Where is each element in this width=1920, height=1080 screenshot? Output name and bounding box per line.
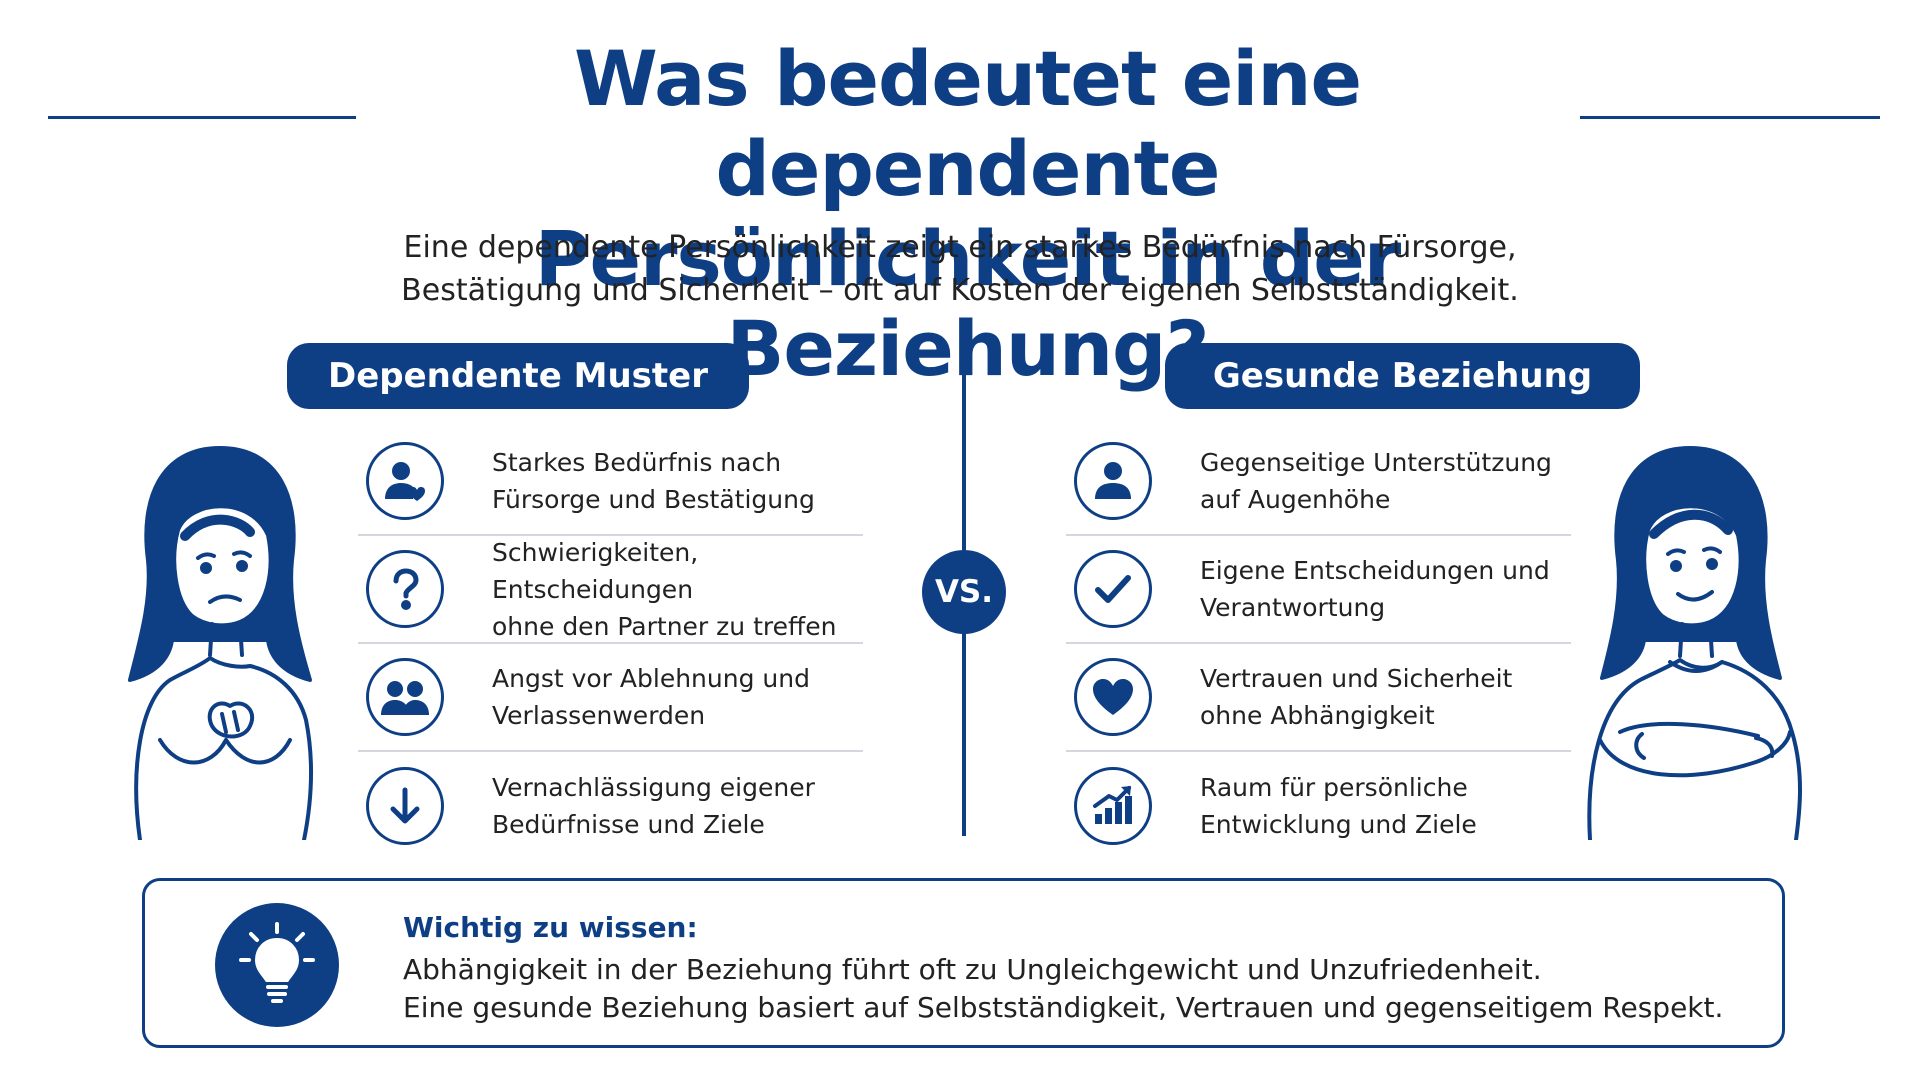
info-text-line-1: Abhängigkeit in der Beziehung führt oft … <box>403 953 1542 986</box>
list-item: Angst vor Ablehnung und Verlassenwerden <box>358 644 863 752</box>
info-heading: Wichtig zu wissen: <box>403 911 698 944</box>
list-item: Vernachlässigung eigener Bedürfnisse und… <box>358 752 863 860</box>
person-heart-icon <box>366 442 444 520</box>
info-text-line-2: Eine gesunde Beziehung basiert auf Selbs… <box>403 991 1724 1024</box>
page-title: Was bedeutet eine dependente Persönlichk… <box>360 34 1575 394</box>
list-item-text: Vertrauen und Sicherheit ohne Abhängigke… <box>1200 664 1513 730</box>
worried-woman-illustration <box>100 440 340 842</box>
healthy-relationship-heading: Gesunde Beziehung <box>1165 343 1640 409</box>
confident-woman-illustration <box>1560 440 1830 842</box>
list-item: Vertrauen und Sicherheit ohne Abhängigke… <box>1066 644 1571 752</box>
dependent-patterns-heading: Dependente Muster <box>287 343 749 409</box>
intro-text-line-2: Bestätigung und Sicherheit – oft auf Kos… <box>401 273 1519 308</box>
growth-chart-icon <box>1074 767 1152 845</box>
lightbulb-icon <box>215 903 339 1027</box>
intro-text-line-1: Eine dependente Persönlichkeit zeigt ein… <box>403 230 1517 265</box>
list-item-text: Angst vor Ablehnung und Verlassenwerden <box>492 664 810 730</box>
checkmark-icon <box>1074 550 1152 628</box>
list-item: Eigene Entscheidungen und Verantwortung <box>1066 536 1571 644</box>
healthy-relationship-list: Gegenseitige Unterstützung auf Augenhöhe… <box>1066 428 1571 860</box>
list-item: Starkes Bedürfnis nach Fürsorge und Best… <box>358 428 863 536</box>
person-icon <box>1074 442 1152 520</box>
list-item: Raum für persönliche Entwicklung und Zie… <box>1066 752 1571 860</box>
list-item-text: Gegenseitige Unterstützung auf Augenhöhe <box>1200 448 1552 514</box>
heart-icon <box>1074 658 1152 736</box>
list-item: Schwierigkeiten, Entscheidungen ohne den… <box>358 536 863 644</box>
people-icon <box>366 658 444 736</box>
title-rule-right <box>1580 116 1880 119</box>
list-item-text: Starkes Bedürfnis nach Fürsorge und Best… <box>492 448 815 514</box>
list-item-text: Eigene Entscheidungen und Verantwortung <box>1200 556 1550 622</box>
title-rule-left <box>48 116 356 119</box>
dependent-patterns-list: Starkes Bedürfnis nach Fürsorge und Best… <box>358 428 863 860</box>
list-item-text: Raum für persönliche Entwicklung und Zie… <box>1200 773 1477 839</box>
list-item-text: Schwierigkeiten, Entscheidungen ohne den… <box>492 537 837 641</box>
versus-badge: VS. <box>922 550 1006 634</box>
page-title-line-2: Persönlichkeit in der Beziehung? <box>534 214 1401 393</box>
info-box: Wichtig zu wissen: Abhängigkeit in der B… <box>142 878 1785 1048</box>
list-item-text: Vernachlässigung eigener Bedürfnisse und… <box>492 773 815 839</box>
intro-text: Eine dependente Persönlichkeit zeigt ein… <box>330 226 1590 312</box>
arrow-down-icon <box>366 767 444 845</box>
question-icon <box>366 550 444 628</box>
page-title-line-1: Was bedeutet eine dependente <box>573 34 1362 213</box>
list-item: Gegenseitige Unterstützung auf Augenhöhe <box>1066 428 1571 536</box>
